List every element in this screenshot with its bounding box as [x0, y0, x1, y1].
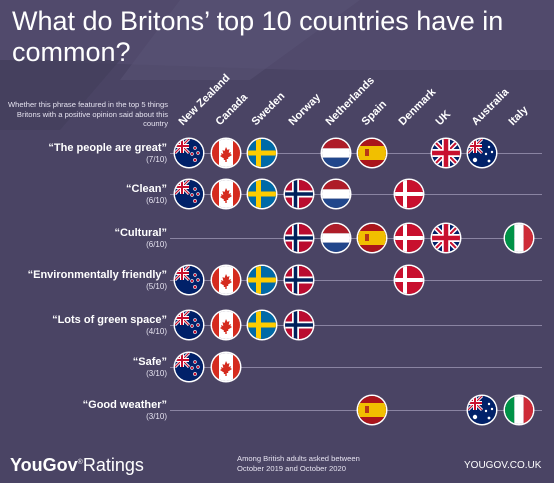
norway-flag-icon: [285, 266, 313, 294]
row-count: (3/10): [146, 369, 167, 378]
canada-flag-icon: [212, 311, 240, 339]
uk-flag-icon: [432, 139, 460, 167]
site-link[interactable]: YOUGOV.CO.UK: [464, 460, 542, 471]
row-divider: [170, 280, 542, 281]
new-zealand-flag-icon: [175, 353, 203, 381]
denmark-flag-icon: [395, 180, 423, 208]
yougov-ratings-logo: YouGov®Ratings: [10, 455, 144, 476]
italy-flag-icon: [505, 396, 533, 424]
spain-flag-icon: [358, 139, 386, 167]
australia-flag-icon: [468, 396, 496, 424]
sweden-flag-icon: [248, 180, 276, 208]
new-zealand-flag-icon: [175, 139, 203, 167]
row-label: “Environmentally friendly” (5/10): [4, 269, 167, 292]
canada-flag-icon: [212, 139, 240, 167]
spain-flag-icon: [358, 224, 386, 252]
row-divider: [170, 325, 542, 326]
row-phrase: “Safe”: [132, 356, 167, 368]
row-divider: [170, 238, 542, 239]
canada-flag-icon: [212, 180, 240, 208]
row-phrase: “Good weather”: [82, 399, 167, 411]
row-label: “The people are great” (7/10): [4, 142, 167, 165]
uk-flag-icon: [432, 224, 460, 252]
footnote-line-1: Among British adults asked between: [237, 454, 360, 463]
spain-flag-icon: [358, 396, 386, 424]
canada-flag-icon: [212, 266, 240, 294]
row-count: (5/10): [146, 282, 167, 291]
italy-flag-icon: [505, 224, 533, 252]
sweden-flag-icon: [248, 311, 276, 339]
brand-main: YouGov: [10, 455, 78, 475]
row-divider: [170, 153, 542, 154]
row-count: (3/10): [146, 412, 167, 421]
row-phrase: “The people are great”: [48, 142, 167, 154]
footnote-line-2: October 2019 and October 2020: [237, 463, 346, 473]
row-count: (7/10): [146, 155, 167, 164]
row-divider: [170, 194, 542, 195]
row-divider: [170, 367, 542, 368]
norway-flag-icon: [285, 311, 313, 339]
row-divider: [170, 410, 542, 411]
row-phrase: “Clean”: [126, 183, 167, 195]
denmark-flag-icon: [395, 224, 423, 252]
row-label: “Safe” (3/10): [4, 356, 167, 379]
brand-registered-mark: ®: [77, 459, 83, 466]
netherlands-flag-icon: [322, 139, 350, 167]
chart-title: What do Britons’ top 10 countries have i…: [12, 6, 504, 67]
australia-flag-icon: [468, 139, 496, 167]
new-zealand-flag-icon: [175, 311, 203, 339]
new-zealand-flag-icon: [175, 180, 203, 208]
row-phrase: “Environmentally friendly”: [27, 269, 167, 281]
new-zealand-flag-icon: [175, 266, 203, 294]
chart-subtitle: Whether this phrase featured in the top …: [8, 100, 168, 128]
row-count: (6/10): [146, 196, 167, 205]
row-label: “Cultural” (6/10): [4, 227, 167, 250]
denmark-flag-icon: [395, 266, 423, 294]
sweden-flag-icon: [248, 266, 276, 294]
row-count: (4/10): [146, 327, 167, 336]
row-label: “Clean” (6/10): [4, 183, 167, 206]
row-phrase: “Lots of green space”: [52, 314, 167, 326]
row-label: “Good weather” (3/10): [4, 399, 167, 422]
netherlands-flag-icon: [322, 224, 350, 252]
row-count: (6/10): [146, 240, 167, 249]
canada-flag-icon: [212, 353, 240, 381]
row-label: “Lots of green space” (4/10): [4, 314, 167, 337]
row-phrase: “Cultural”: [114, 227, 167, 239]
norway-flag-icon: [285, 224, 313, 252]
norway-flag-icon: [285, 180, 313, 208]
brand-sub: Ratings: [82, 455, 144, 475]
sweden-flag-icon: [248, 139, 276, 167]
footnote: Among British adults asked between Octob…: [237, 454, 360, 473]
netherlands-flag-icon: [322, 180, 350, 208]
